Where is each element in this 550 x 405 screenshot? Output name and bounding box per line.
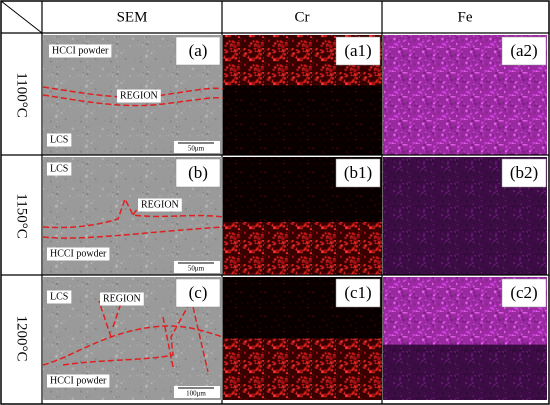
scale-bar-label: 50μm <box>188 145 205 153</box>
panel-label: (a) <box>189 41 208 60</box>
fe-depleted-zone <box>383 344 547 400</box>
panel-label-box <box>501 158 547 188</box>
column-header: SEM <box>117 9 148 25</box>
annotation: LCS <box>50 291 68 302</box>
annotation: HCCI powder <box>52 45 109 56</box>
annotation-box <box>100 292 144 306</box>
annotation-box <box>47 247 110 261</box>
boundary <box>42 226 224 239</box>
boundary <box>162 306 209 373</box>
annotation: LCS <box>50 163 68 174</box>
corner-diagonal <box>0 0 43 34</box>
panel-label: (a1) <box>344 41 371 60</box>
panel-label-box <box>335 36 381 66</box>
scale-bar-label: 100μm <box>186 390 206 398</box>
panel-label-box <box>501 278 547 308</box>
row-temperature: 1150°C <box>14 193 30 238</box>
panel-label: (b) <box>188 163 208 182</box>
annotation-box <box>47 290 72 304</box>
row-temperature: 1200°C <box>14 315 30 361</box>
panel-label-box <box>175 36 221 66</box>
annotation: LCS <box>50 134 68 145</box>
panel-label: (a2) <box>510 41 537 60</box>
boundary-lines <box>42 296 224 373</box>
cr-rich-zone <box>223 338 382 400</box>
panel-label-box <box>335 278 381 308</box>
panel-label: (b1) <box>344 163 372 182</box>
panel-label: (c) <box>189 283 208 302</box>
column-header: Fe <box>458 9 473 25</box>
annotation: REGION <box>141 199 179 210</box>
panel-label: (b2) <box>510 163 538 182</box>
scale-bar-box <box>174 386 220 398</box>
annotation-box <box>117 89 161 103</box>
annotation-box <box>47 374 110 388</box>
panel-label-box <box>175 158 221 188</box>
boundary <box>42 94 224 107</box>
scale-bar-box <box>174 261 220 273</box>
cr-rich-zone <box>223 221 382 275</box>
panel-label: (c1) <box>344 283 371 302</box>
column-header: Cr <box>295 9 310 25</box>
row-temperature: 1100°C <box>14 72 30 117</box>
boundary <box>42 325 224 366</box>
annotation: REGION <box>103 293 141 304</box>
annotation-box <box>47 133 72 147</box>
annotation-box <box>49 44 112 58</box>
scale-bar-label: 50μm <box>188 265 205 273</box>
annotation: HCCI powder <box>50 375 107 386</box>
annotation: HCCI powder <box>50 248 107 259</box>
panel-label-box <box>501 36 547 66</box>
panel-label-box <box>335 158 381 188</box>
annotation-box <box>138 198 182 212</box>
annotation: REGION <box>120 90 158 101</box>
panel-label: (c2) <box>510 283 537 302</box>
annotation-box <box>47 162 72 176</box>
panel-label-box <box>175 278 221 308</box>
boundary <box>42 197 224 229</box>
boundary <box>98 296 124 338</box>
boundary <box>62 296 194 366</box>
fe-depleted-zone <box>383 101 547 155</box>
scale-bar-box <box>174 141 220 153</box>
fe-depleted-zone <box>383 221 547 275</box>
